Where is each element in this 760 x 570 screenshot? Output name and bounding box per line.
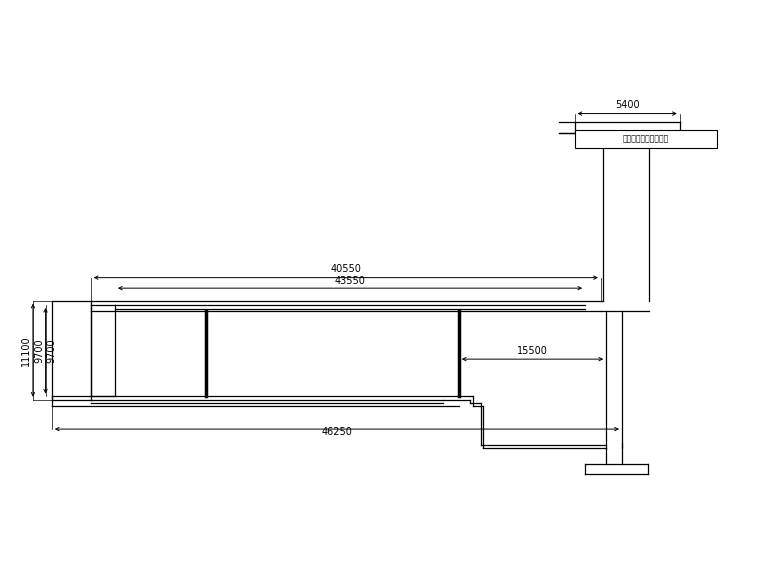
Text: 15500: 15500 <box>517 346 548 356</box>
Text: 43550: 43550 <box>334 276 366 286</box>
Text: 原材压实制已完成部分: 原材压实制已完成部分 <box>622 135 669 144</box>
Bar <box>575 131 717 148</box>
Text: 5400: 5400 <box>615 100 639 111</box>
Text: 9700: 9700 <box>34 339 45 363</box>
Text: 11100: 11100 <box>21 335 31 365</box>
Text: 9700: 9700 <box>46 339 56 363</box>
Text: 46250: 46250 <box>321 428 353 438</box>
Text: 40550: 40550 <box>331 264 361 275</box>
